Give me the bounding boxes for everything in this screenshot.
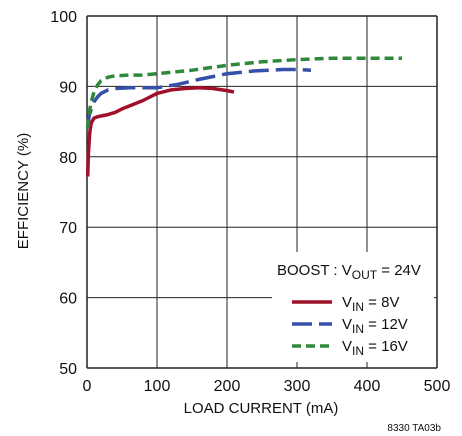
legend-title: BOOST : VOUT = 24V xyxy=(277,262,421,282)
legend-title-sub: OUT xyxy=(352,268,378,282)
legend-title-suffix: = 24V xyxy=(377,262,421,279)
series-line-1 xyxy=(85,86,235,177)
y-tick-label: 70 xyxy=(59,220,77,237)
legend-background xyxy=(272,252,434,362)
y-tick-label: 60 xyxy=(59,291,77,308)
y-axis-label: EFFICIENCY (%) xyxy=(15,133,32,249)
x-axis-label: LOAD CURRENT (mA) xyxy=(184,400,339,417)
legend-title-prefix: BOOST : V xyxy=(277,262,352,279)
tick-labels: 0 100 200 300 400 500 50 60 70 80 90 100 xyxy=(50,9,450,395)
x-tick-label: 400 xyxy=(354,378,381,395)
series-line-2 xyxy=(85,67,312,129)
y-tick-label: 80 xyxy=(59,150,77,167)
x-tick-label: 500 xyxy=(424,378,451,395)
x-tick-label: 0 xyxy=(83,378,92,395)
figure-footnote: 8330 TA03b xyxy=(387,423,441,434)
x-tick-label: 300 xyxy=(284,378,311,395)
y-tick-label: 100 xyxy=(50,9,77,26)
x-tick-label: 100 xyxy=(144,378,171,395)
legend-label-1: VIN = 8V xyxy=(342,294,399,314)
series-line-3 xyxy=(85,56,402,129)
legend-label-3: VIN = 16V xyxy=(342,338,408,358)
series-layer xyxy=(85,56,402,177)
y-tick-label: 90 xyxy=(59,79,77,96)
legend-label-2: VIN = 12V xyxy=(342,316,408,336)
y-tick-label: 50 xyxy=(59,361,77,378)
x-tick-label: 200 xyxy=(214,378,241,395)
